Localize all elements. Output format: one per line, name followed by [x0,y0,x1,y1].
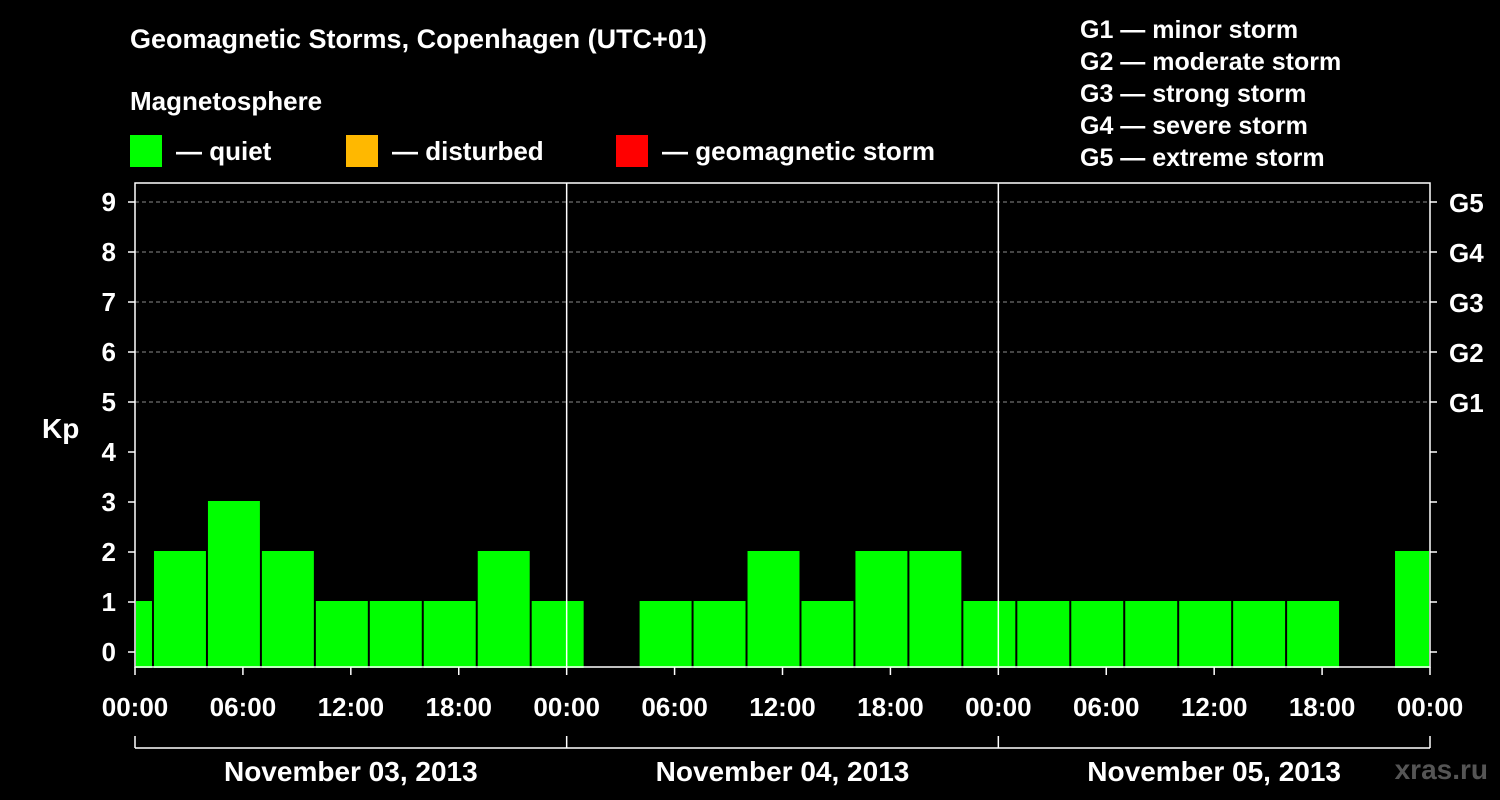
kp-bar [207,501,260,668]
y-tick-label: 5 [102,387,116,417]
kp-bar [531,601,584,668]
legend-quiet: — quiet [130,134,271,168]
kp-bar [1287,601,1340,668]
kp-bar [909,551,962,668]
kp-bar [801,601,854,668]
legend-storm: — geomagnetic storm [616,134,935,168]
storm-scale-g4: G4 — severe storm [1080,112,1308,140]
kp-bar [1017,601,1070,668]
y-tick-label: 3 [102,487,116,517]
storm-level-label: G3 [1449,288,1484,318]
kp-bar [477,551,530,668]
storm-scale-g5: G5 — extreme storm [1080,144,1325,172]
disturbed-swatch [346,135,378,167]
kp-bar [261,551,314,668]
x-tick-label: 00:00 [533,692,600,722]
watermark: xras.ru [1394,754,1488,785]
kp-bar [1071,601,1124,668]
kp-bar [153,551,206,668]
y-tick-label: 6 [102,337,116,367]
y-tick-label: 9 [102,187,116,217]
kp-bar [639,601,692,668]
x-tick-label: 06:00 [210,692,277,722]
kp-bar [136,601,152,668]
x-tick-label: 00:00 [965,692,1032,722]
y-tick-label: 8 [102,237,116,267]
storm-level-label: G1 [1449,388,1484,418]
quiet-swatch [130,135,162,167]
x-tick-label: 18:00 [426,692,493,722]
y-tick-label: 0 [102,637,116,667]
storm-level-label: G2 [1449,338,1484,368]
day-label: November 03, 2013 [224,756,478,787]
storm-level-label: G4 [1449,238,1484,268]
storm-scale-g1: G1 — minor storm [1080,16,1299,44]
storm-level-label: G5 [1449,188,1484,218]
kp-bar [369,601,422,668]
y-tick-label: 7 [102,287,116,317]
day-label: November 04, 2013 [656,756,910,787]
y-tick-label: 4 [102,437,117,467]
x-tick-label: 00:00 [1397,692,1464,722]
x-tick-label: 18:00 [857,692,924,722]
x-tick-label: 12:00 [1181,692,1248,722]
kp-bar [1233,601,1286,668]
storm-scale-g2: G2 — moderate storm [1080,48,1342,76]
storm-scale-g3: G3 — strong storm [1080,80,1307,108]
chart-title: Geomagnetic Storms, Copenhagen (UTC+01) [130,24,707,54]
legend-quiet-label: — quiet [176,135,272,166]
kp-bar [747,551,800,668]
legend-storm-label: — geomagnetic storm [662,135,936,166]
kp-bar [1179,601,1232,668]
x-tick-label: 12:00 [749,692,816,722]
y-tick-label: 2 [102,537,116,567]
y-axis-label: Kp [42,413,79,444]
storm-scale-legend: G1 — minor storm G2 — moderate storm G3 … [1080,14,1341,174]
x-tick-label: 06:00 [641,692,708,722]
legend-disturbed: — disturbed [346,134,544,168]
kp-bar [1395,551,1429,668]
legend-disturbed-label: — disturbed [392,135,544,166]
day-label: November 05, 2013 [1087,756,1341,787]
magnetosphere-heading: Magnetosphere [130,86,323,116]
x-tick-label: 12:00 [318,692,385,722]
x-tick-label: 06:00 [1073,692,1140,722]
kp-bar [1125,601,1178,668]
x-tick-label: 00:00 [102,692,169,722]
storm-swatch [616,135,648,167]
kp-bar [423,601,476,668]
kp-bar [855,551,908,668]
x-tick-label: 18:00 [1289,692,1356,722]
y-tick-label: 1 [102,587,116,617]
kp-bar [693,601,746,668]
kp-bar [315,601,368,668]
kp-bar [963,601,1016,668]
